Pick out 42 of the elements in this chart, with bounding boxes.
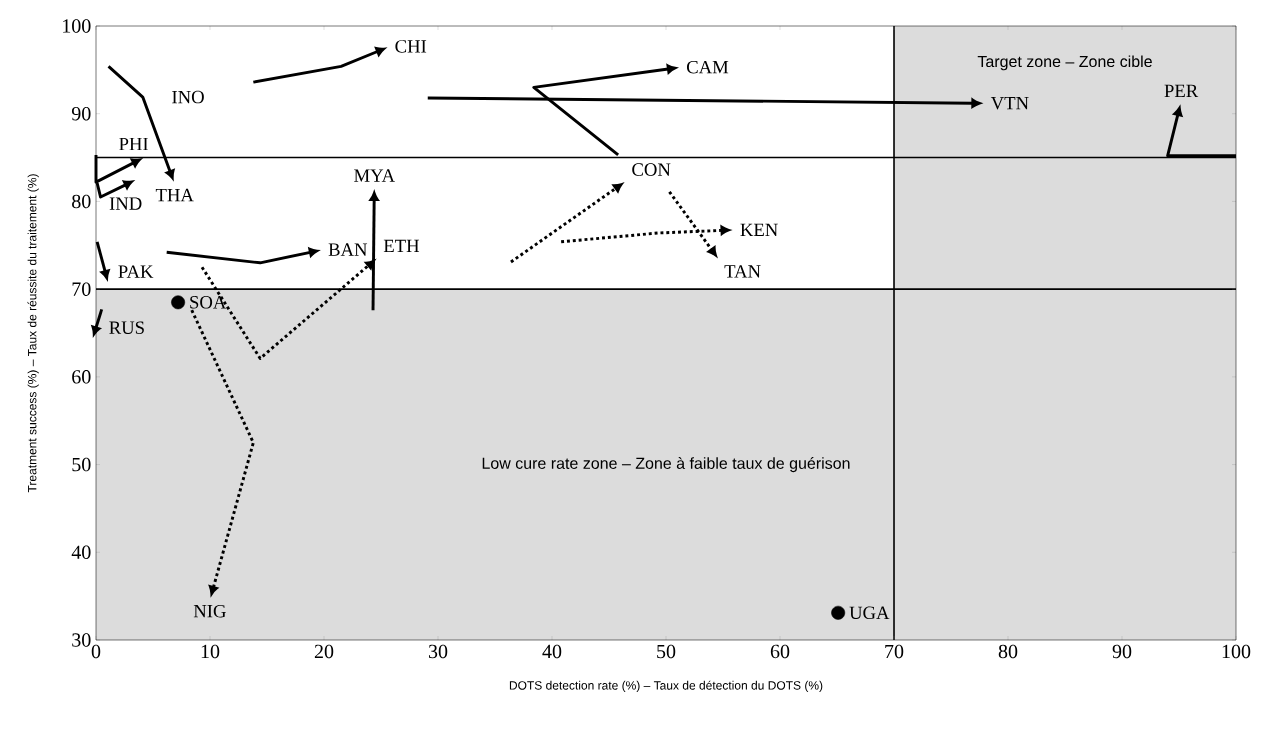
series-label: SOA [190,296,227,309]
y-tick-label: 50 [72,457,91,472]
series-label: MYA [354,169,395,182]
y-tick-label: 80 [72,194,91,209]
x-tick-label: 30 [428,644,448,659]
series-label: VTN [990,97,1029,110]
annotation: INO [172,90,204,104]
x-tick-label: 50 [657,644,676,659]
y-axis-title: Treatment success (%) – Taux de réussite du traitement (%) [27,174,39,493]
series-label: NIG [193,604,226,618]
series-label: BAN [328,243,368,256]
series-label: CHI [395,40,427,53]
band-label: Target zone – Zone cible [977,55,1152,71]
series-label: RUS [109,321,144,335]
x-tick-label: 90 [1112,644,1132,659]
series-label: PER [1164,84,1199,97]
x-axis-title: DOTS detection rate (%) – Taux de détection du DOTS (%) [509,680,823,693]
y-tick-label: 60 [72,370,91,384]
series-label: UGA [849,606,890,620]
y-tick-label: 100 [63,19,91,33]
series-label: CAM [686,60,729,74]
series-label: CON [632,163,671,176]
y-tick-label: 90 [71,106,91,121]
x-tick-label: 10 [201,644,220,659]
y-tick-label: 70 [72,282,91,296]
x-tick-label: 20 [314,644,334,659]
series-label: PAK [118,265,154,278]
x-tick-label: 80 [998,644,1018,659]
series-label: PHI [119,137,148,151]
series-label: IND [109,197,142,210]
band-label: Low cure rate zone – Zone à faible taux de guérison [482,457,850,473]
y-tick-label: 30 [72,633,91,647]
series-label: TAN [724,265,761,278]
series-label: ETH [383,239,420,253]
x-tick-label: 60 [770,644,790,659]
y-tick-label: 40 [71,545,91,560]
x-tick-label: 0 [91,644,101,659]
series-label: KEN [740,223,778,236]
x-tick-label: 100 [1222,644,1251,659]
x-tick-label: 40 [542,644,562,659]
x-tick-label: 70 [885,644,904,659]
series-label: THA [155,188,194,202]
